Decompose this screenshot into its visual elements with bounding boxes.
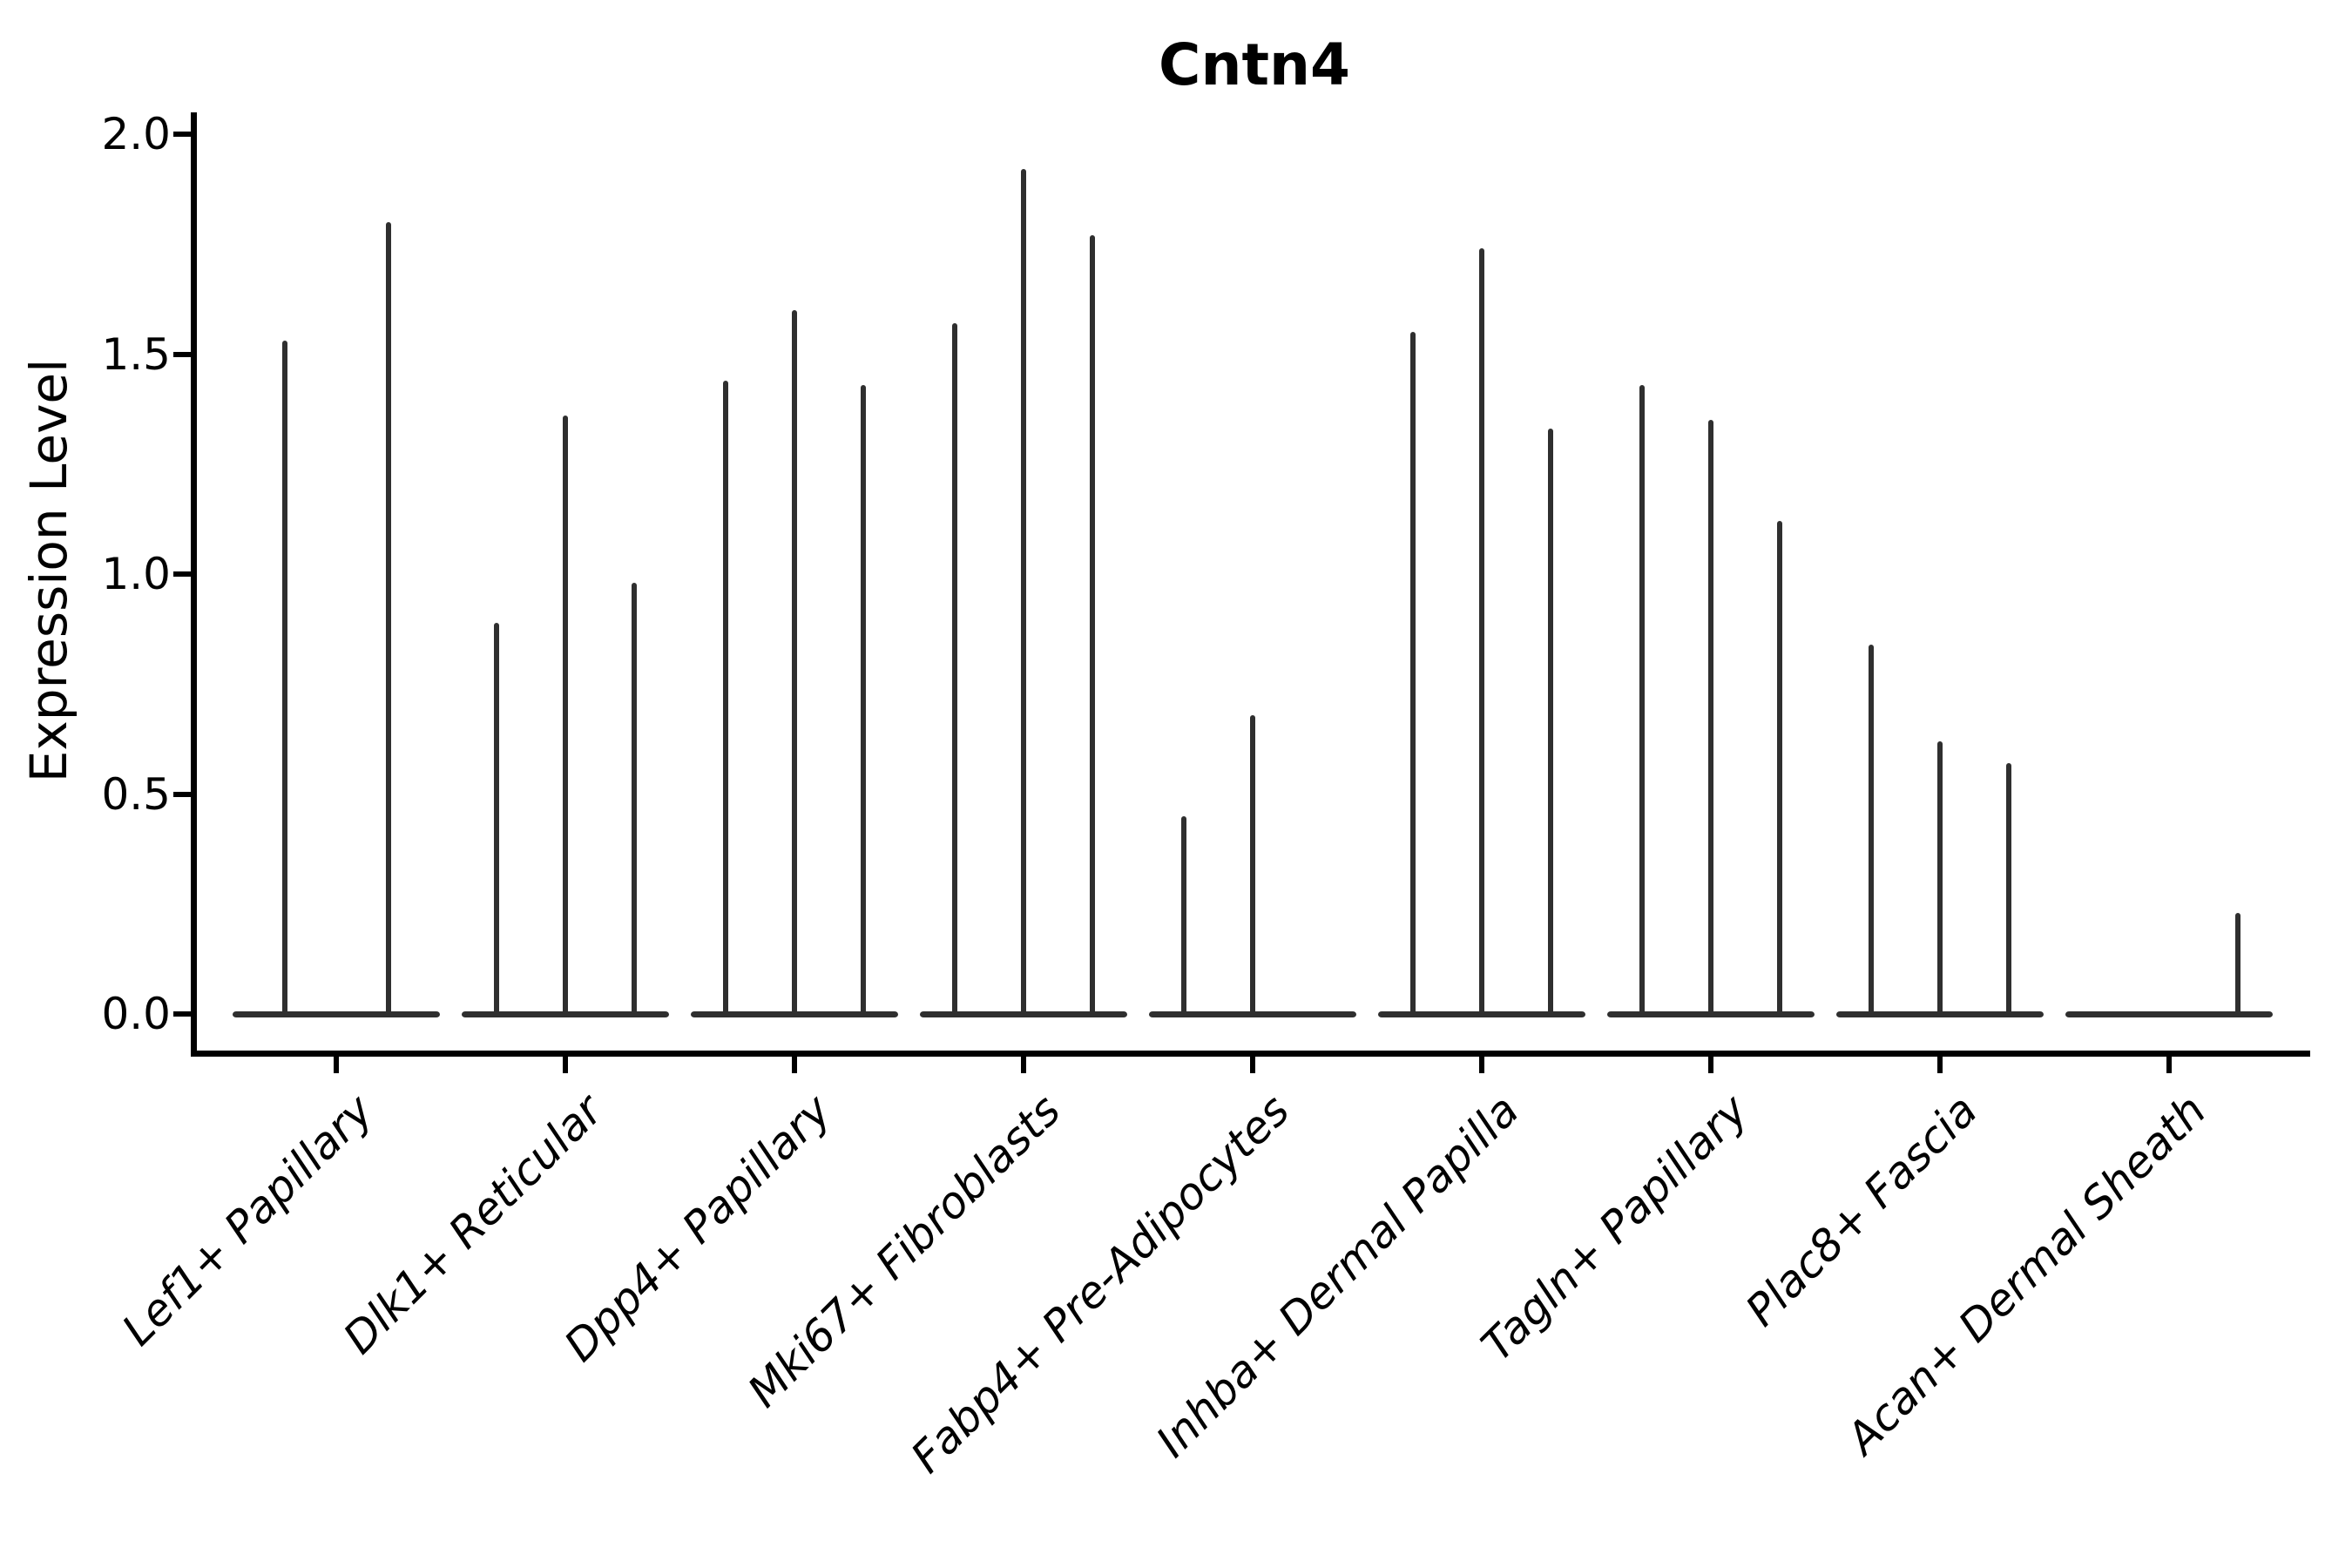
y-tick — [173, 571, 191, 577]
x-axis-spine — [191, 1051, 2310, 1057]
violin-spike — [792, 310, 797, 1017]
x-tick — [1021, 1057, 1026, 1073]
violin-spike — [281, 341, 287, 1017]
violin-spike — [1181, 815, 1186, 1017]
x-tick-label: Lef1+ Papillary — [112, 1085, 383, 1355]
violin-spike — [1548, 429, 1553, 1017]
violin-spike — [861, 384, 866, 1017]
violin-spike — [1869, 644, 1874, 1017]
violin-spike — [952, 323, 957, 1017]
violin-spike — [2006, 763, 2011, 1017]
y-tick-label: 1.5 — [101, 328, 171, 380]
violin-spike — [2235, 912, 2240, 1017]
x-tick — [1250, 1057, 1255, 1073]
y-tick-label: 0.5 — [101, 768, 171, 820]
y-tick — [173, 351, 191, 357]
violin-spike — [494, 622, 499, 1017]
x-tick — [2166, 1057, 2172, 1073]
violin-spike — [385, 222, 391, 1017]
y-tick-label: 1.0 — [101, 549, 171, 599]
chart-title: Cntn4 — [1159, 31, 1350, 98]
violin-spike — [1708, 420, 1713, 1017]
y-tick-label: 2.0 — [101, 109, 171, 159]
violin-spike — [632, 583, 637, 1017]
x-tick — [334, 1057, 339, 1073]
violin-spike — [1021, 169, 1026, 1017]
x-tick-label: Fabp4+ Pre-Adipocytes — [902, 1085, 1300, 1484]
violin-spike — [563, 416, 568, 1017]
x-tick — [1937, 1057, 1943, 1073]
violin-spike — [1639, 384, 1645, 1017]
x-tick — [1479, 1057, 1484, 1073]
x-tick — [563, 1057, 568, 1073]
y-tick — [173, 1011, 191, 1017]
violin-spike — [1937, 740, 1943, 1017]
x-tick — [1708, 1057, 1713, 1073]
y-axis-spine — [191, 112, 197, 1057]
violin-spike — [1250, 714, 1255, 1017]
violin-spike — [1090, 235, 1095, 1017]
y-tick — [173, 132, 191, 137]
violin-spike — [723, 380, 728, 1017]
violin-spike — [1479, 248, 1484, 1017]
violin-spike — [1777, 521, 1782, 1017]
x-tick — [792, 1057, 797, 1073]
y-tick-label: 0.0 — [101, 989, 171, 1039]
violin-base — [2065, 1011, 2273, 1017]
x-tick-label: Plac8+ Fascia — [1735, 1085, 1987, 1336]
violin-base — [233, 1011, 440, 1017]
y-tick — [173, 791, 191, 797]
violin-spike — [1410, 332, 1416, 1017]
